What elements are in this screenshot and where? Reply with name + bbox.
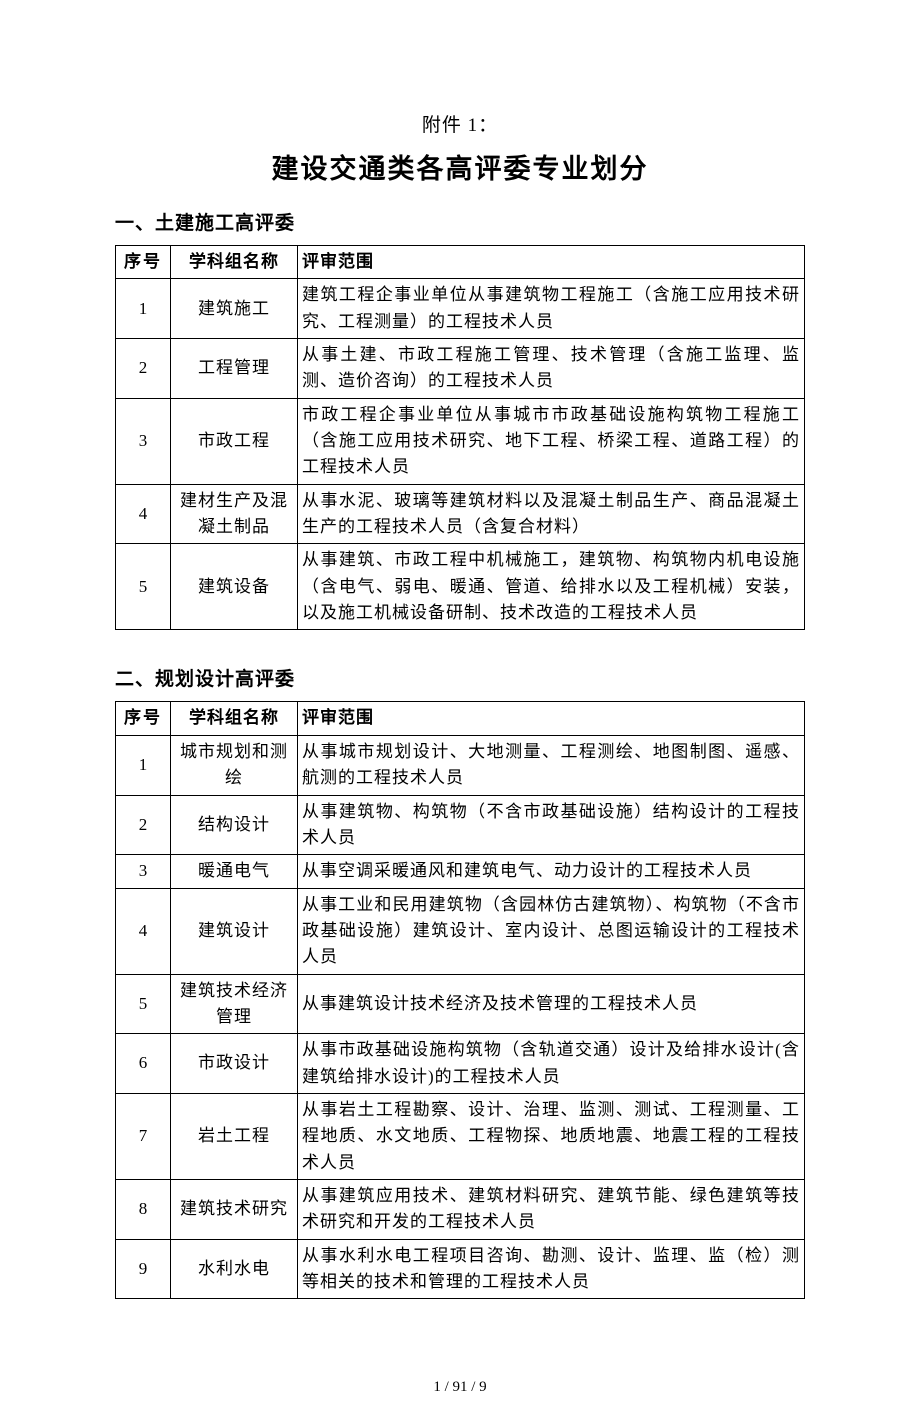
discipline-name: 岩土工程 [171,1093,298,1179]
table-header-name: 学科组名称 [171,246,298,279]
discipline-name: 工程管理 [171,339,298,399]
row-num: 9 [116,1239,171,1299]
row-num: 1 [116,735,171,795]
review-scope: 从事工业和民用建筑物（含园林仿古建筑物）、构筑物（不含市政基础设施）建筑设计、室… [298,888,805,974]
row-num: 5 [116,544,171,630]
row-num: 2 [116,795,171,855]
review-scope: 从事建筑设计技术经济及技术管理的工程技术人员 [298,974,805,1034]
row-num: 6 [116,1034,171,1094]
table-row: 6市政设计从事市政基础设施构筑物（含轨道交通）设计及给排水设计(含建筑给排水设计… [116,1034,805,1094]
review-scope: 从事市政基础设施构筑物（含轨道交通）设计及给排水设计(含建筑给排水设计)的工程技… [298,1034,805,1094]
table-row: 5建筑设备从事建筑、市政工程中机械施工，建筑物、构筑物内机电设施（含电气、弱电、… [116,544,805,630]
attachment-label: 附件 1： [115,110,805,137]
table-row: 2工程管理从事土建、市政工程施工管理、技术管理（含施工监理、监测、造价咨询）的工… [116,339,805,399]
discipline-name: 建筑施工 [171,279,298,339]
row-num: 4 [116,484,171,544]
classification-table: 序号学科组名称评审范围1建筑施工建筑工程企事业单位从事建筑物工程施工（含施工应用… [115,245,805,630]
review-scope: 从事建筑、市政工程中机械施工，建筑物、构筑物内机电设施（含电气、弱电、暖通、管道… [298,544,805,630]
table-row: 7岩土工程从事岩土工程勘察、设计、治理、监测、测试、工程测量、工程地质、水文地质… [116,1093,805,1179]
document-page: 附件 1： 建设交通类各高评委专业划分 一、土建施工高评委序号学科组名称评审范围… [0,0,920,1339]
row-num: 8 [116,1179,171,1239]
row-num: 2 [116,339,171,399]
discipline-name: 暖通电气 [171,855,298,888]
discipline-name: 建筑设计 [171,888,298,974]
table-row: 1建筑施工建筑工程企事业单位从事建筑物工程施工（含施工应用技术研究、工程测量）的… [116,279,805,339]
discipline-name: 结构设计 [171,795,298,855]
table-row: 8建筑技术研究从事建筑应用技术、建筑材料研究、建筑节能、绿色建筑等技术研究和开发… [116,1179,805,1239]
section-title: 二、规划设计高评委 [115,664,805,691]
table-row: 3暖通电气从事空调采暖通风和建筑电气、动力设计的工程技术人员 [116,855,805,888]
page-footer: 1 / 91 / 9 [0,1339,920,1416]
review-scope: 从事水利水电工程项目咨询、勘测、设计、监理、监（检）测等相关的技术和管理的工程技… [298,1239,805,1299]
row-num: 4 [116,888,171,974]
table-row: 4建筑设计从事工业和民用建筑物（含园林仿古建筑物）、构筑物（不含市政基础设施）建… [116,888,805,974]
table-row: 4建材生产及混凝土制品从事水泥、玻璃等建筑材料以及混凝土制品生产、商品混凝土生产… [116,484,805,544]
discipline-name: 建筑技术研究 [171,1179,298,1239]
review-scope: 从事建筑应用技术、建筑材料研究、建筑节能、绿色建筑等技术研究和开发的工程技术人员 [298,1179,805,1239]
discipline-name: 市政工程 [171,398,298,484]
review-scope: 市政工程企事业单位从事城市市政基础设施构筑物工程施工（含施工应用技术研究、地下工… [298,398,805,484]
review-scope: 从事建筑物、构筑物（不含市政基础设施）结构设计的工程技术人员 [298,795,805,855]
row-num: 5 [116,974,171,1034]
table-row: 5建筑技术经济管理从事建筑设计技术经济及技术管理的工程技术人员 [116,974,805,1034]
table-header-scope: 评审范围 [298,246,805,279]
table-header-num: 序号 [116,702,171,735]
table-header-scope: 评审范围 [298,702,805,735]
review-scope: 从事水泥、玻璃等建筑材料以及混凝土制品生产、商品混凝土生产的工程技术人员（含复合… [298,484,805,544]
review-scope: 从事岩土工程勘察、设计、治理、监测、测试、工程测量、工程地质、水文地质、工程物探… [298,1093,805,1179]
discipline-name: 市政设计 [171,1034,298,1094]
table-header-name: 学科组名称 [171,702,298,735]
discipline-name: 建筑技术经济管理 [171,974,298,1034]
review-scope: 从事空调采暖通风和建筑电气、动力设计的工程技术人员 [298,855,805,888]
row-num: 3 [116,398,171,484]
row-num: 7 [116,1093,171,1179]
table-row: 1城市规划和测绘从事城市规划设计、大地测量、工程测绘、地图制图、遥感、航测的工程… [116,735,805,795]
discipline-name: 建筑设备 [171,544,298,630]
review-scope: 从事土建、市政工程施工管理、技术管理（含施工监理、监测、造价咨询）的工程技术人员 [298,339,805,399]
discipline-name: 水利水电 [171,1239,298,1299]
classification-table: 序号学科组名称评审范围1城市规划和测绘从事城市规划设计、大地测量、工程测绘、地图… [115,701,805,1299]
review-scope: 建筑工程企事业单位从事建筑物工程施工（含施工应用技术研究、工程测量）的工程技术人… [298,279,805,339]
main-title: 建设交通类各高评委专业划分 [115,147,805,186]
section-title: 一、土建施工高评委 [115,208,805,235]
discipline-name: 建材生产及混凝土制品 [171,484,298,544]
table-row: 3市政工程市政工程企事业单位从事城市市政基础设施构筑物工程施工（含施工应用技术研… [116,398,805,484]
table-row: 2结构设计从事建筑物、构筑物（不含市政基础设施）结构设计的工程技术人员 [116,795,805,855]
row-num: 3 [116,855,171,888]
discipline-name: 城市规划和测绘 [171,735,298,795]
row-num: 1 [116,279,171,339]
review-scope: 从事城市规划设计、大地测量、工程测绘、地图制图、遥感、航测的工程技术人员 [298,735,805,795]
table-header-num: 序号 [116,246,171,279]
table-row: 9水利水电从事水利水电工程项目咨询、勘测、设计、监理、监（检）测等相关的技术和管… [116,1239,805,1299]
